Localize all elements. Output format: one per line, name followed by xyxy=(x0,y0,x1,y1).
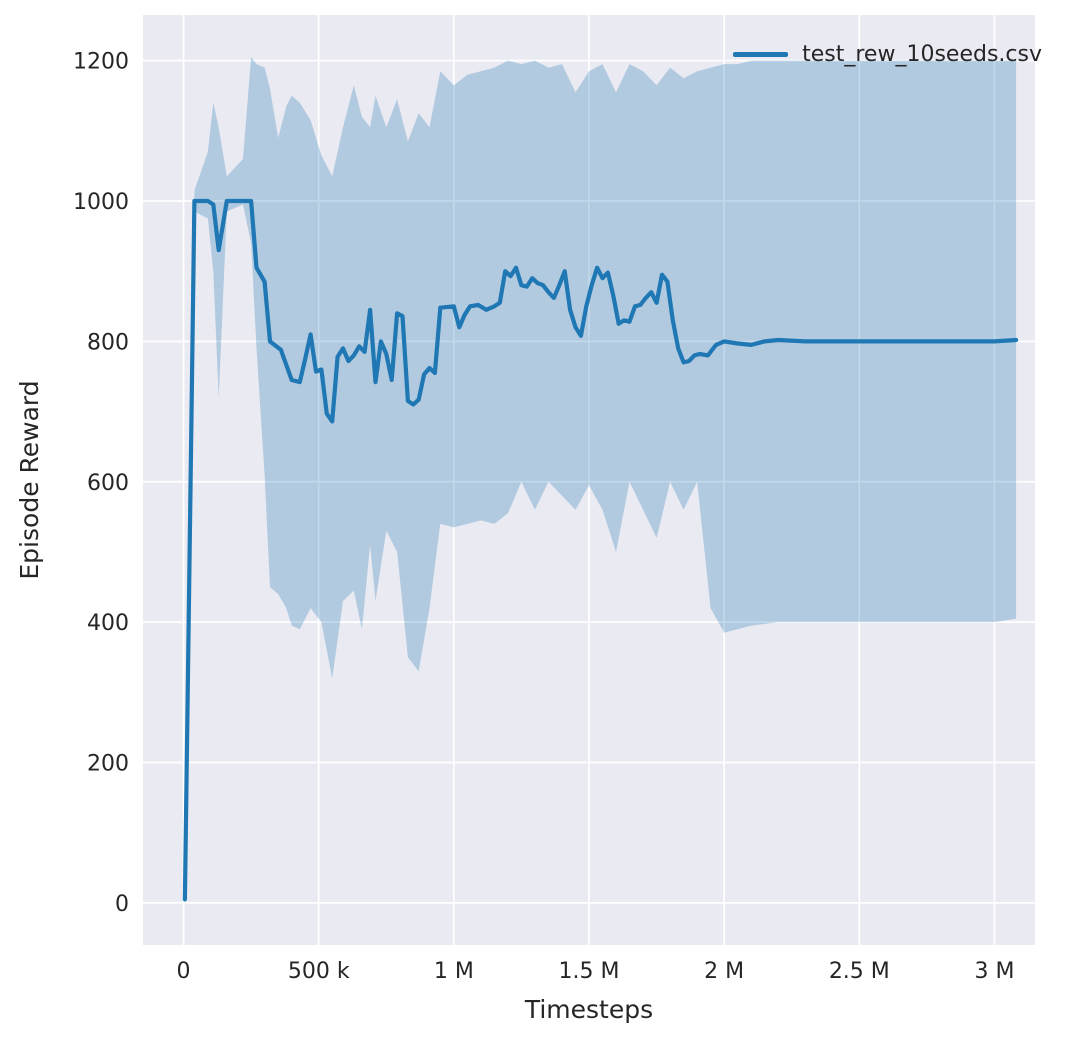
y-tick-label: 1000 xyxy=(73,190,129,215)
x-tick-label: 1 M xyxy=(434,959,474,984)
y-tick-label: 200 xyxy=(87,752,129,777)
y-tick-label: 800 xyxy=(87,330,129,355)
x-tick-label: 1.5 M xyxy=(559,959,620,984)
legend: test_rew_10seeds.csv xyxy=(733,42,1042,67)
legend-label: test_rew_10seeds.csv xyxy=(802,42,1042,67)
y-tick-label: 600 xyxy=(87,471,129,496)
legend-line-swatch xyxy=(733,52,789,57)
x-tick-label: 2.5 M xyxy=(829,959,890,984)
y-tick-label: 1200 xyxy=(73,50,129,75)
y-tick-label: 0 xyxy=(115,892,129,917)
x-axis-label: Timesteps xyxy=(524,995,653,1024)
x-tick-label: 0 xyxy=(177,959,191,984)
y-axis-label: Episode Reward xyxy=(15,380,44,579)
x-tick-label: 3 M xyxy=(974,959,1014,984)
confidence-band xyxy=(184,57,1017,901)
x-tick-label: 2 M xyxy=(704,959,744,984)
mean-line xyxy=(182,198,1019,902)
x-tick-label: 500 k xyxy=(288,959,350,984)
y-tick-label: 400 xyxy=(87,611,129,636)
